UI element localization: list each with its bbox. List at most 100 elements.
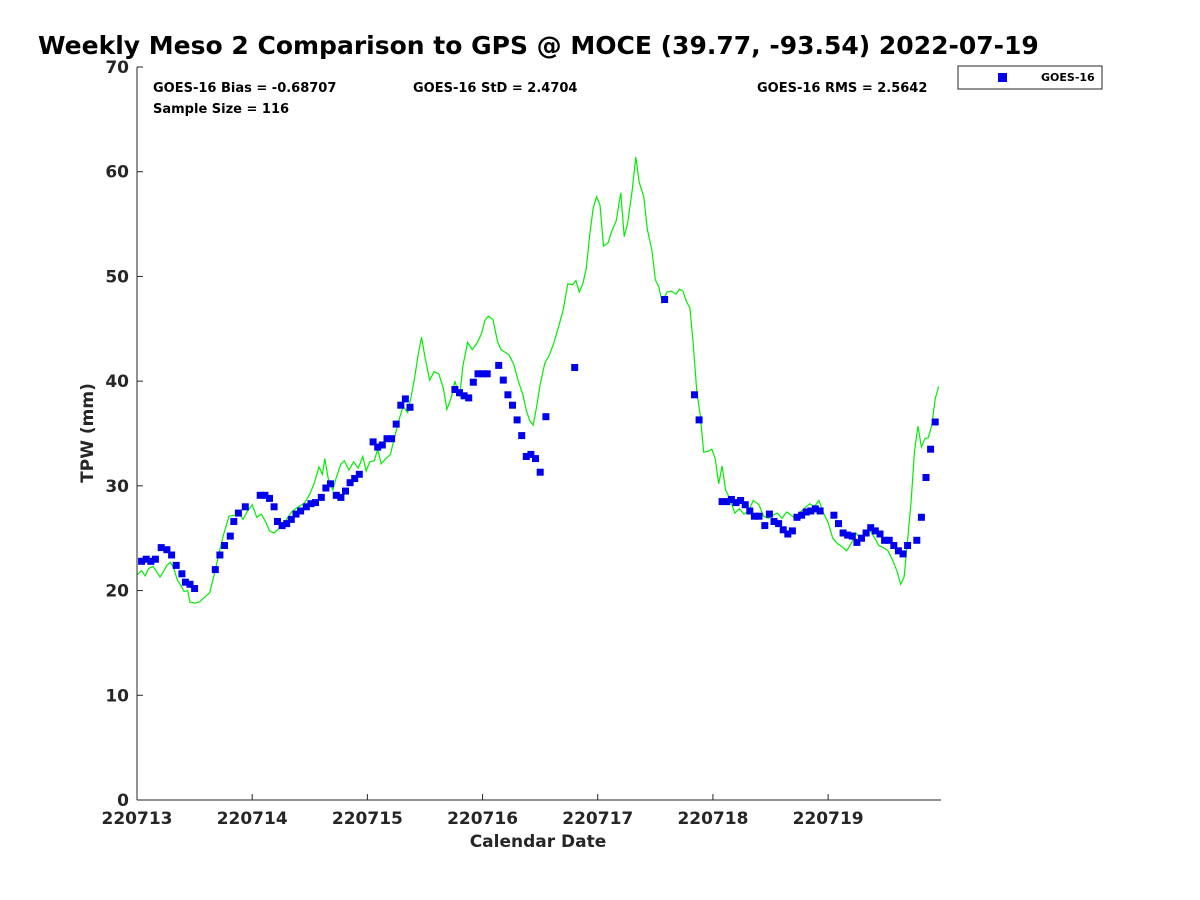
goes-point	[816, 507, 824, 515]
goes-point	[691, 391, 698, 399]
goes-point	[297, 507, 305, 515]
goes-point	[527, 450, 535, 458]
goes-point	[876, 530, 884, 538]
goes-point	[312, 499, 319, 507]
goes-point	[518, 432, 526, 440]
goes-point	[504, 391, 512, 399]
goes-point	[270, 503, 278, 511]
goes-point	[913, 536, 921, 544]
legend-marker-goes	[998, 73, 1007, 82]
goes-point	[853, 538, 861, 546]
goes-point	[542, 413, 550, 421]
goes-point	[727, 496, 735, 503]
goes-point	[890, 542, 898, 549]
goes-point	[337, 493, 345, 501]
goes-point	[351, 475, 359, 482]
goes-point	[151, 555, 159, 563]
std-annotation: GOES-16 StD = 2.4704	[413, 81, 577, 96]
goes-point	[287, 515, 295, 523]
rms-annotation: GOES-16 RMS = 2.5642	[757, 81, 927, 96]
goes-point	[346, 479, 354, 487]
y-tick-label: 20	[105, 582, 129, 602]
goes-point	[899, 550, 907, 558]
goes-point	[802, 508, 810, 516]
x-axis-label: Calendar Date	[470, 832, 607, 852]
goes-point	[451, 386, 459, 393]
goes-point	[163, 546, 171, 554]
goes-point	[383, 435, 391, 443]
goes-point	[885, 536, 893, 544]
goes-point	[274, 518, 281, 525]
goes-point	[483, 370, 491, 378]
goes-point	[732, 499, 740, 507]
stats-annotations: GOES-16 Bias = -0.68707 GOES-16 StD = 2.…	[153, 81, 927, 117]
goes-point	[226, 532, 234, 540]
goes-point	[770, 518, 778, 525]
goes-point	[532, 455, 539, 463]
goes-point	[241, 503, 249, 511]
goes-point	[750, 512, 758, 520]
goes-point	[661, 296, 669, 303]
goes-point	[807, 507, 815, 515]
y-tick-label: 70	[105, 58, 129, 78]
goes-point	[374, 443, 382, 451]
goes-point	[397, 401, 405, 409]
goes-point	[157, 544, 165, 552]
goes-point	[848, 532, 856, 540]
goes-point	[234, 509, 242, 517]
goes-series	[138, 296, 939, 592]
goes-point	[465, 394, 473, 402]
goes-point	[761, 522, 769, 530]
goes-point	[881, 536, 889, 544]
goes-point	[499, 376, 507, 384]
goes-point	[746, 507, 754, 515]
goes-point	[917, 513, 925, 521]
goes-point	[168, 551, 176, 559]
goes-point	[221, 542, 228, 549]
goes-point	[741, 501, 749, 509]
y-tick-label: 10	[105, 686, 129, 706]
goes-point	[835, 520, 842, 528]
goes-point	[256, 491, 264, 499]
goes-point	[181, 578, 189, 586]
goes-point	[522, 453, 530, 460]
goes-point	[862, 529, 870, 537]
goes-point	[495, 361, 503, 369]
goes-point	[474, 370, 482, 378]
x-tick-label: 220716	[447, 809, 518, 829]
goes-point	[571, 364, 579, 371]
y-tick-label: 50	[105, 267, 129, 287]
goes-point	[186, 580, 194, 588]
goes-point	[931, 418, 939, 426]
goes-point	[292, 510, 300, 518]
goes-point	[894, 547, 902, 555]
goes-point	[456, 389, 463, 397]
goes-point	[479, 370, 487, 378]
goes-point	[211, 566, 219, 574]
goes-point	[755, 512, 763, 520]
sample-size-annotation: Sample Size = 116	[153, 102, 289, 117]
goes-point	[737, 497, 745, 504]
gps-line	[136, 157, 940, 604]
x-tick-label: 220719	[793, 809, 864, 829]
goes-point	[283, 520, 291, 528]
goes-point	[784, 530, 792, 538]
y-axis-ticks: 0 10 20 30 40 50 60 70	[105, 58, 143, 811]
legend-label-goes: GOES-16	[1041, 71, 1095, 84]
plot-area: 0 10 20 30 40 50 60 70 220713 220714 220715 220716…	[102, 58, 941, 829]
x-tick-label: 220717	[562, 809, 633, 829]
goes-point	[867, 524, 875, 532]
goes-point	[509, 401, 516, 409]
legend-box	[957, 65, 1103, 90]
goes-point	[844, 531, 852, 539]
goes-point	[322, 484, 330, 492]
goes-point	[266, 494, 273, 502]
goes-point	[858, 534, 865, 542]
y-tick-label: 0	[117, 791, 129, 811]
goes-point	[406, 403, 414, 411]
goes-point	[871, 527, 879, 535]
goes-point	[469, 378, 477, 386]
goes-point	[342, 487, 349, 495]
goes-point	[798, 511, 806, 519]
goes-point	[191, 585, 199, 592]
